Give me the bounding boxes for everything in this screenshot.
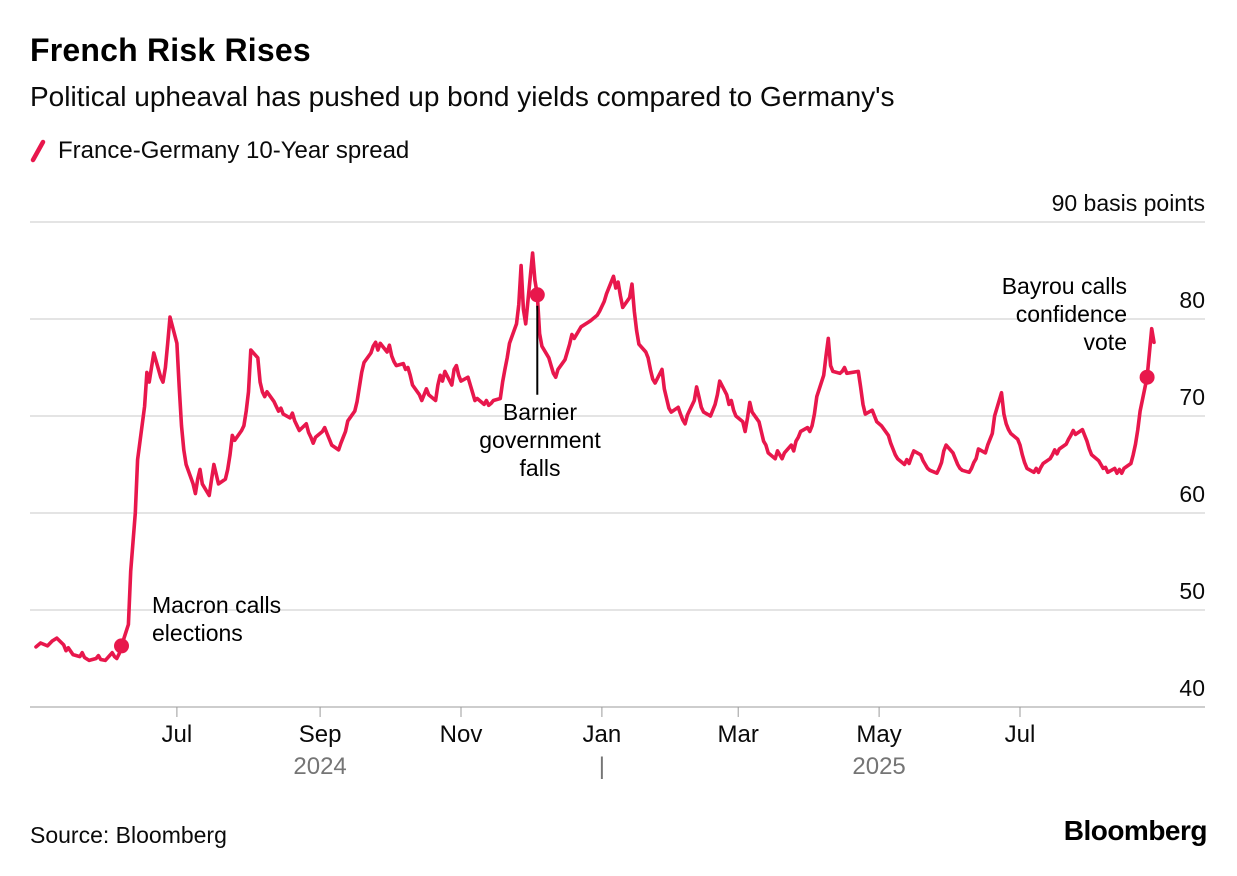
spread-line-chart: 40 50 60 70 80 90 basis points Jul Sep Nov Jan Mar… xyxy=(30,190,1205,780)
chart-subtitle: Political upheaval has pushed up bond yi… xyxy=(30,81,895,112)
y-axis-label-90: 90 basis points xyxy=(1052,190,1205,216)
annotation-barnier-government-falls: Barnier government falls xyxy=(479,399,601,482)
bloomberg-logo: Bloomberg xyxy=(1063,815,1208,846)
chart-title: French Risk Rises xyxy=(30,32,311,68)
chart-header: French Risk Rises Political upheaval has… xyxy=(30,32,1207,165)
annotation-macron-calls-elections: Macron calls elections xyxy=(152,592,282,647)
x-axis-label-nov: Nov xyxy=(440,721,483,748)
x-axis-label-may: May xyxy=(856,721,901,748)
marker-dot-bayrou xyxy=(1139,369,1155,385)
annotation-bayrou-confidence-vote: Bayrou calls confidence vote xyxy=(1001,273,1127,356)
marker-dot-barnier xyxy=(529,287,545,303)
y-axis-label-80: 80 xyxy=(1179,287,1205,313)
series-line-france-germany-spread xyxy=(34,251,1156,663)
legend: France-Germany 10-Year spread xyxy=(30,137,1207,165)
y-axis-label-70: 70 xyxy=(1179,384,1205,410)
year-label-2025: 2025 xyxy=(852,753,905,780)
x-axis-label-sep: Sep xyxy=(299,721,342,748)
x-axis-label-jan: Jan xyxy=(583,721,622,748)
x-axis-label-jul: Jul xyxy=(162,721,193,748)
y-axis-label-60: 60 xyxy=(1179,481,1205,507)
year-divider: | xyxy=(599,753,605,780)
x-axis-label-jul: Jul xyxy=(1005,721,1036,748)
marker-dot-macron xyxy=(114,638,129,654)
y-axis-label-50: 50 xyxy=(1179,578,1205,604)
legend-label: France-Germany 10-Year spread xyxy=(58,137,410,164)
year-label-2024: 2024 xyxy=(293,753,346,780)
y-axis-label-40: 40 xyxy=(1179,675,1205,701)
x-axis-label-mar: Mar xyxy=(718,721,759,748)
source-credit: Source: Bloomberg xyxy=(30,822,227,848)
legend-slash-icon xyxy=(30,139,46,163)
